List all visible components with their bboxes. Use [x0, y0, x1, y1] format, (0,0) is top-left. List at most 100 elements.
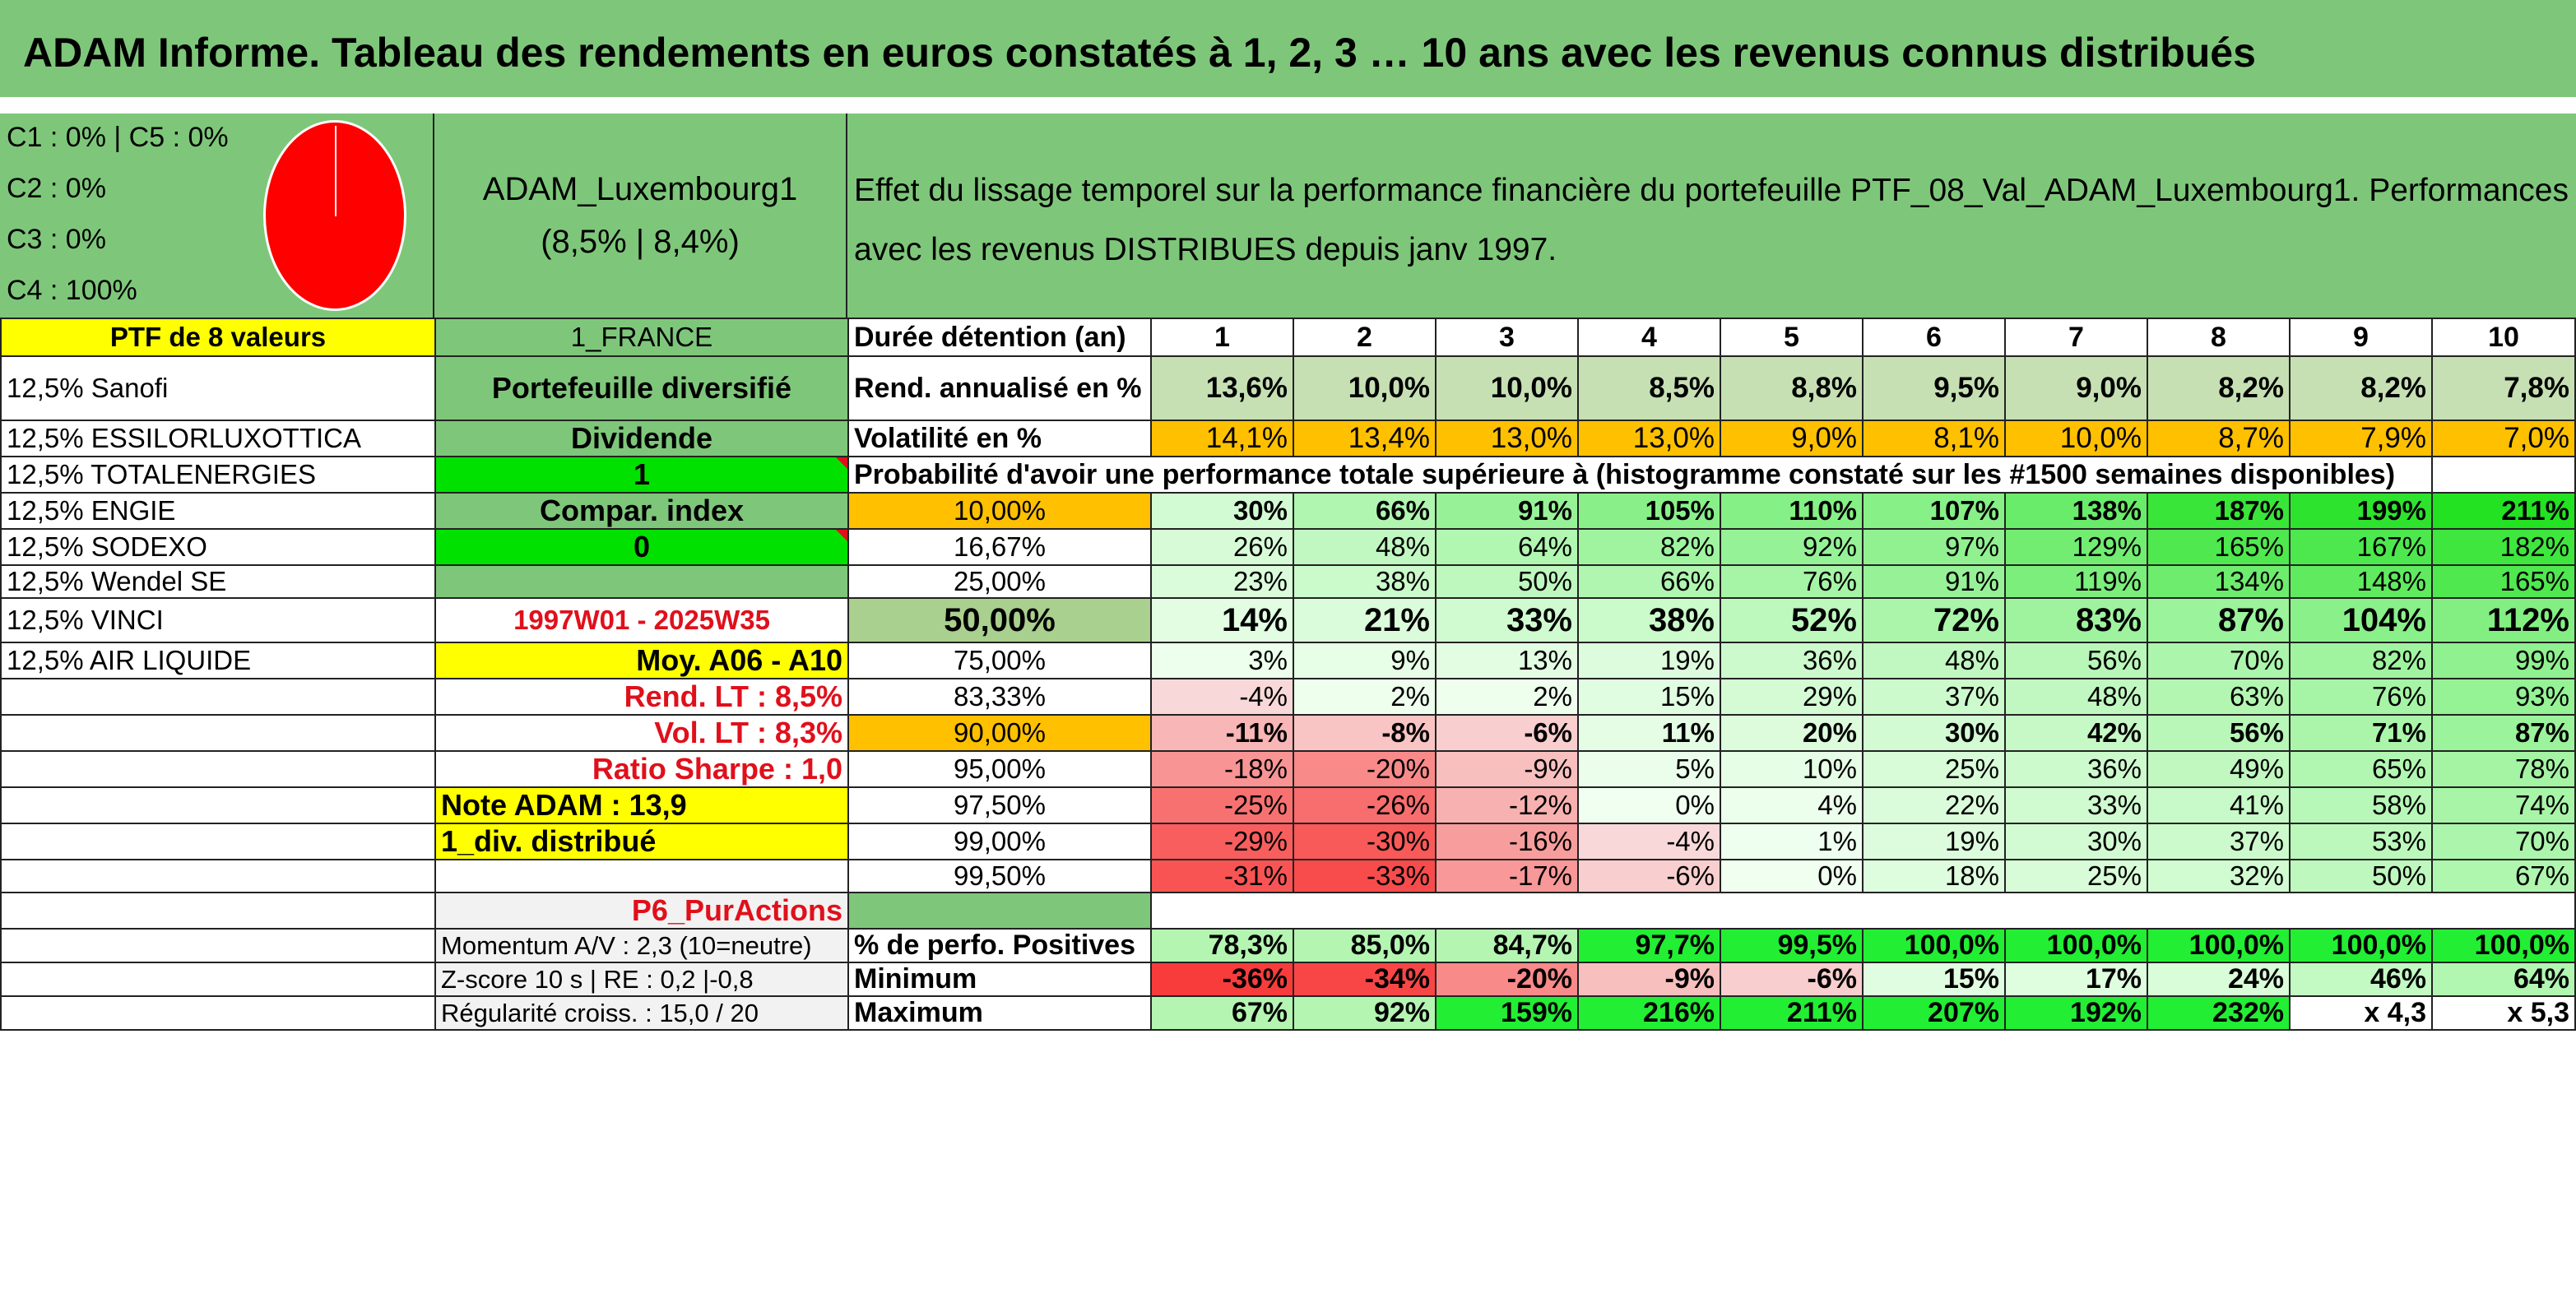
- max-value: x 5,3: [2431, 995, 2576, 1031]
- probability-threshold: 99,50%: [847, 859, 1152, 893]
- probability-value: 30%: [1150, 492, 1294, 530]
- probability-value: 38%: [1577, 597, 1721, 643]
- rend-value: 13,6%: [1150, 355, 1294, 421]
- info-cell: P6_PurActions: [434, 892, 849, 930]
- min-value: 17%: [2004, 962, 2148, 997]
- fund-rates: (8,5% | 8,4%): [541, 224, 740, 260]
- probability-value: 11%: [1577, 714, 1721, 752]
- legend-line-1: C1 : 0% | C5 : 0%: [7, 122, 229, 153]
- holding-cell: [0, 714, 436, 752]
- probability-value: 105%: [1577, 492, 1721, 530]
- max-value: 192%: [2004, 995, 2148, 1031]
- info-cell: Compar. index: [434, 492, 849, 530]
- min-value: -9%: [1577, 962, 1721, 997]
- table-row: Z-score 10 s | RE : 0,2 |-0,8 Minimum -36%…: [0, 962, 2576, 997]
- probability-value: -6%: [1577, 859, 1721, 893]
- rend-value: 8,5%: [1577, 355, 1721, 421]
- probability-value: 29%: [1720, 678, 1864, 716]
- rend-value: 10,0%: [1293, 355, 1437, 421]
- probability-value: -31%: [1150, 859, 1294, 893]
- info-cell: Z-score 10 s | RE : 0,2 |-0,8: [434, 962, 849, 997]
- probability-value: 87%: [2147, 597, 2291, 643]
- probability-value: 19%: [1862, 823, 2006, 860]
- probability-value: -8%: [1293, 714, 1437, 752]
- probability-value: 5%: [1577, 750, 1721, 788]
- probability-value: 211%: [2431, 492, 2576, 530]
- probability-threshold: 99,00%: [847, 823, 1152, 860]
- probability-value: 93%: [2431, 678, 2576, 716]
- probability-threshold: 50,00%: [847, 597, 1152, 643]
- probability-value: 92%: [1720, 528, 1864, 566]
- rend-value: 9,0%: [2004, 355, 2148, 421]
- probability-value: 74%: [2431, 786, 2576, 824]
- probability-value: 30%: [1862, 714, 2006, 752]
- max-value: 67%: [1150, 995, 1294, 1031]
- probability-value: -6%: [1435, 714, 1579, 752]
- allocation-pie-chart: [263, 120, 406, 311]
- info-cell: 1: [434, 456, 849, 494]
- report-title: ADAM Informe. Tableau des rendements en …: [0, 0, 2576, 97]
- year-header: 5: [1720, 318, 1864, 357]
- probability-value: 50%: [1435, 564, 1579, 599]
- probability-value: 107%: [1862, 492, 2006, 530]
- info-cell: Momentum A/V : 2,3 (10=neutre): [434, 928, 849, 963]
- max-label: Maximum: [847, 995, 1152, 1031]
- pos-value: 97,7%: [1577, 928, 1721, 963]
- probability-value: 32%: [2147, 859, 2291, 893]
- probability-value: -12%: [1435, 786, 1579, 824]
- holding-cell: [0, 892, 436, 930]
- rend-value: 7,8%: [2431, 355, 2576, 421]
- pos-value: 100,0%: [2147, 928, 2291, 963]
- probability-value: 58%: [2289, 786, 2433, 824]
- probability-value: 82%: [2289, 642, 2433, 679]
- duration-label: Durée détention (an): [847, 318, 1152, 357]
- vol-value: 10,0%: [2004, 420, 2148, 457]
- probability-value: 76%: [1720, 564, 1864, 599]
- info-cell: Rend. LT : 8,5%: [434, 678, 849, 716]
- probability-value: 49%: [2147, 750, 2291, 788]
- probability-value: 22%: [1862, 786, 2006, 824]
- probability-value: 2%: [1435, 678, 1579, 716]
- probability-value: -18%: [1150, 750, 1294, 788]
- pos-value: 100,0%: [2004, 928, 2148, 963]
- probability-value: -4%: [1150, 678, 1294, 716]
- probability-value: -30%: [1293, 823, 1437, 860]
- min-label: Minimum: [847, 962, 1152, 997]
- year-header: 7: [2004, 318, 2148, 357]
- max-value: 216%: [1577, 995, 1721, 1031]
- info-cell: 1_FRANCE: [434, 318, 849, 357]
- info-cell: 0: [434, 528, 849, 566]
- probability-value: 21%: [1293, 597, 1437, 643]
- vol-value: 13,0%: [1435, 420, 1579, 457]
- probability-threshold: 95,00%: [847, 750, 1152, 788]
- year-header: 9: [2289, 318, 2433, 357]
- probability-value: 187%: [2147, 492, 2291, 530]
- probability-value: 182%: [2431, 528, 2576, 566]
- performance-table: PTF de 8 valeurs 1_FRANCE Durée détention …: [0, 318, 2576, 1031]
- probability-value: 20%: [1720, 714, 1864, 752]
- pos-value: 100,0%: [2289, 928, 2433, 963]
- min-value: -36%: [1150, 962, 1294, 997]
- holding-cell: [0, 786, 436, 824]
- probability-value: 119%: [2004, 564, 2148, 599]
- probability-value: 52%: [1720, 597, 1864, 643]
- probability-value: 50%: [2289, 859, 2433, 893]
- year-header: 1: [1150, 318, 1294, 357]
- info-cell: 1_div. distribué: [434, 823, 849, 860]
- info-cell: Dividende: [434, 420, 849, 457]
- probability-value: -16%: [1435, 823, 1579, 860]
- info-cell: [434, 859, 849, 893]
- max-value: 92%: [1293, 995, 1437, 1031]
- year-header: 3: [1435, 318, 1579, 357]
- holding-cell: [0, 928, 436, 963]
- rend-label: Rend. annualisé en %: [847, 355, 1152, 421]
- rend-value: 9,5%: [1862, 355, 2006, 421]
- max-value: x 4,3: [2289, 995, 2433, 1031]
- probability-value: 97%: [1862, 528, 2006, 566]
- table-row: Ratio Sharpe : 1,0 95,00% -18% -20% -9% 5% 10%…: [0, 750, 2576, 788]
- probability-value: 64%: [1435, 528, 1579, 566]
- holding-cell: [0, 995, 436, 1031]
- probability-value: 65%: [2289, 750, 2433, 788]
- probability-value: -4%: [1577, 823, 1721, 860]
- probability-value: 48%: [1293, 528, 1437, 566]
